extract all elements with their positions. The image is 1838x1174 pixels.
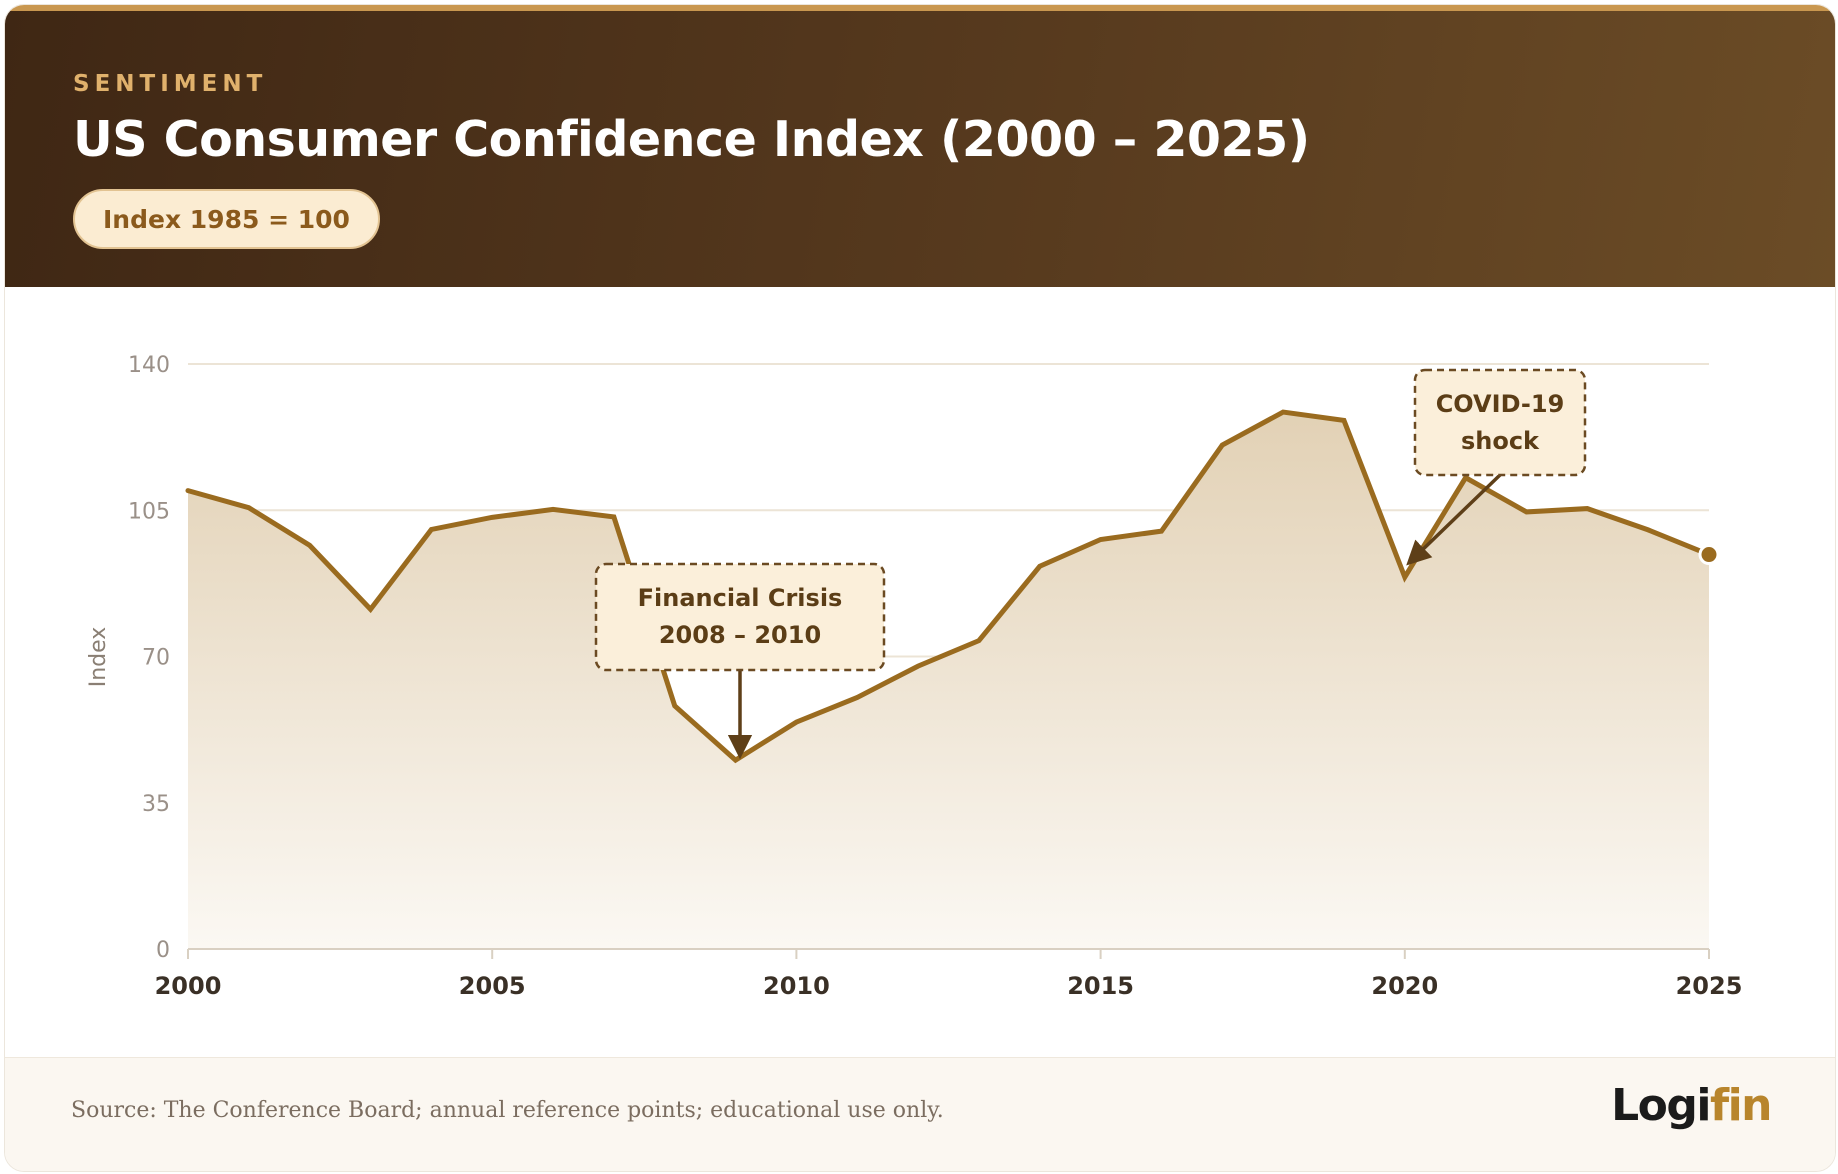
kicker-label: SENTIMENT — [73, 71, 268, 97]
annotation-callout: Financial Crisis 2008 – 2010 — [594, 562, 886, 760]
x-tick-label: 2010 — [763, 972, 830, 1000]
source-note: Source: The Conference Board; annual ref… — [71, 1098, 944, 1123]
chart-area: 0 35 70 105 140 Index 2000 2005 2010 2015 2020 2025… — [5, 287, 1835, 1057]
series-line — [185, 409, 1712, 764]
line-chart: 0 35 70 105 140 Index 2000 2005 2010 2015 2020 2025… — [86, 353, 1743, 1000]
y-tick-label: 35 — [142, 792, 170, 817]
x-tick-label: 2005 — [459, 972, 526, 1000]
brand-logo: Logifin — [1611, 1080, 1773, 1131]
area-fill — [188, 412, 1709, 949]
y-axis-title: Index — [86, 627, 111, 688]
header-banner: SENTIMENT US Consumer Confidence Index (… — [5, 5, 1835, 287]
logo-text-fin: fin — [1709, 1080, 1773, 1131]
x-tick-label: 2025 — [1676, 972, 1743, 1000]
annotation-box — [594, 562, 886, 672]
annotation-box — [1413, 368, 1587, 477]
y-tick-label: 70 — [142, 646, 170, 671]
annotation-label-line2: 2008 – 2010 — [659, 621, 821, 649]
x-tick-label: 2020 — [1371, 972, 1438, 1000]
x-tick-label: 2015 — [1067, 972, 1134, 1000]
annotation-label-line2: shock — [1461, 427, 1540, 455]
last-point-marker — [1698, 544, 1720, 566]
y-tick-label: 140 — [128, 353, 170, 378]
y-tick-label: 105 — [128, 499, 170, 524]
y-tick-label: 0 — [156, 938, 170, 963]
footer: Source: The Conference Board; annual ref… — [5, 1057, 1835, 1171]
annotation-callout: COVID-19 shock — [1406, 368, 1587, 566]
chart-card: SENTIMENT US Consumer Confidence Index (… — [4, 4, 1836, 1172]
x-tick-label: 2000 — [155, 972, 222, 1000]
annotation-label-line1: Financial Crisis — [638, 584, 843, 612]
index-base-badge: Index 1985 = 100 — [73, 189, 380, 249]
chart-title: US Consumer Confidence Index (2000 – 202… — [73, 111, 1310, 168]
annotation-label-line1: COVID-19 — [1436, 390, 1565, 418]
logo-text-logi: Logi — [1611, 1080, 1711, 1131]
annotation-arrow — [1406, 473, 1502, 566]
